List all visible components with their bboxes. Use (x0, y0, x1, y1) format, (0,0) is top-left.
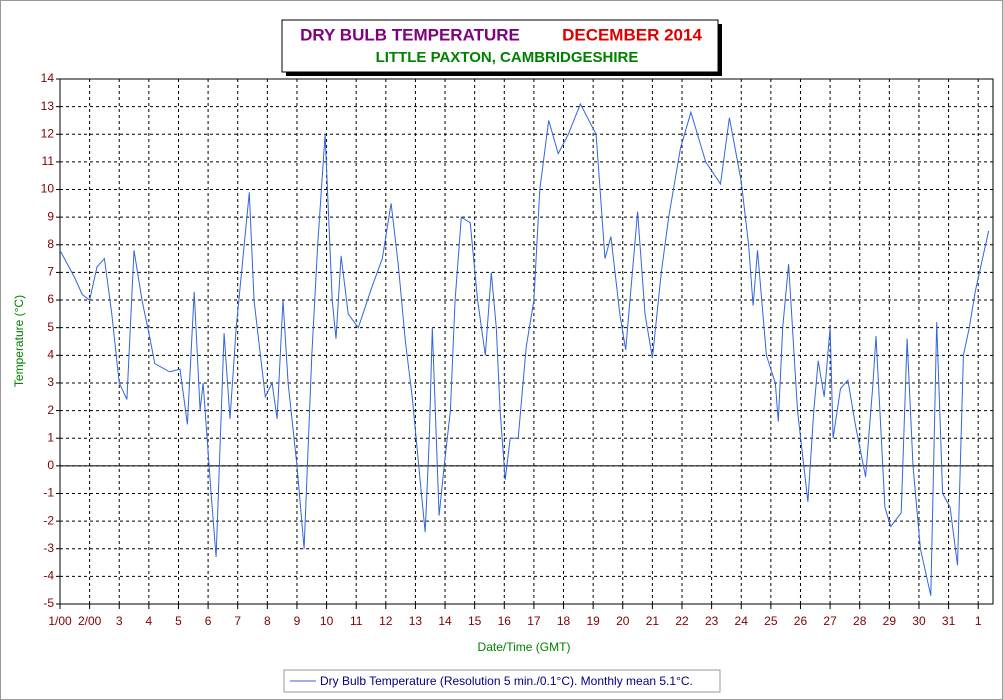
x-tick-label: 17 (527, 614, 541, 628)
x-tick-label: 13 (409, 614, 423, 628)
x-tick-label: 26 (794, 614, 808, 628)
y-tick-label: 1 (47, 430, 54, 444)
y-tick-label: 6 (47, 292, 54, 306)
y-tick-label: -5 (43, 596, 54, 610)
x-tick-label: 4 (146, 614, 153, 628)
x-tick-label: 8 (264, 614, 271, 628)
x-tick-label: 20 (616, 614, 630, 628)
chart-title-date: DECEMBER 2014 (562, 25, 702, 44)
x-tick-label: 1/00 (48, 614, 72, 628)
x-tick-label: 21 (646, 614, 660, 628)
y-tick-label: -2 (43, 513, 54, 527)
x-tick-label: 14 (438, 614, 452, 628)
y-tick-label: 0 (47, 458, 54, 472)
series-line (59, 102, 990, 596)
y-tick-label: -3 (43, 541, 54, 555)
x-tick-label: 5 (175, 614, 182, 628)
y-tick-label: 13 (41, 99, 55, 113)
x-tick-label: 23 (705, 614, 719, 628)
x-tick-label: 9 (294, 614, 301, 628)
y-tick-label: 7 (47, 265, 54, 279)
y-tick-label: 3 (47, 375, 54, 389)
y-tick-label: 11 (42, 154, 55, 168)
y-tick-label: 9 (47, 209, 54, 223)
x-tick-label: 15 (468, 614, 482, 628)
y-axis-label: Temperature (°C) (12, 295, 26, 387)
title-box (281, 19, 719, 73)
x-tick-label: 3 (116, 614, 123, 628)
x-tick-label: 2/00 (78, 614, 102, 628)
y-tick-label: 2 (47, 403, 54, 417)
x-tick-label: 19 (586, 614, 600, 628)
x-tick-label: 27 (823, 614, 837, 628)
x-tick-label: 6 (205, 614, 212, 628)
y-tick-label: 4 (47, 347, 54, 361)
legend-label: Dry Bulb Temperature (Resolution 5 min./… (320, 674, 693, 688)
x-axis-label: Date/Time (GMT) (478, 640, 571, 654)
x-tick-label: 11 (350, 614, 363, 628)
y-tick-label: 8 (47, 237, 54, 251)
x-tick-label: 18 (557, 614, 571, 628)
x-tick-label: 1 (975, 614, 982, 628)
x-tick-label: 25 (764, 614, 778, 628)
chart-subtitle: LITTLE PAXTON, CAMBRIDGESHIRE (376, 49, 639, 66)
y-tick-label: 12 (41, 126, 55, 140)
y-tick-label: 5 (47, 320, 54, 334)
chart-title: DRY BULB TEMPERATURE (300, 25, 520, 44)
x-tick-label: 22 (675, 614, 689, 628)
x-tick-label: 7 (234, 614, 241, 628)
y-tick-label: -4 (43, 569, 54, 583)
x-tick-label: 30 (912, 614, 926, 628)
x-tick-label: 24 (735, 614, 749, 628)
x-tick-label: 28 (853, 614, 867, 628)
y-tick-label: 10 (41, 182, 55, 196)
x-tick-label: 12 (379, 614, 393, 628)
plot-area (59, 78, 994, 605)
x-tick-label: 16 (498, 614, 512, 628)
x-tick-label: 31 (942, 614, 956, 628)
legend (283, 669, 721, 693)
y-tick-label: -1 (43, 486, 54, 500)
x-tick-label: 29 (883, 614, 897, 628)
x-tick-label: 10 (320, 614, 334, 628)
y-tick-label: 14 (41, 71, 55, 85)
